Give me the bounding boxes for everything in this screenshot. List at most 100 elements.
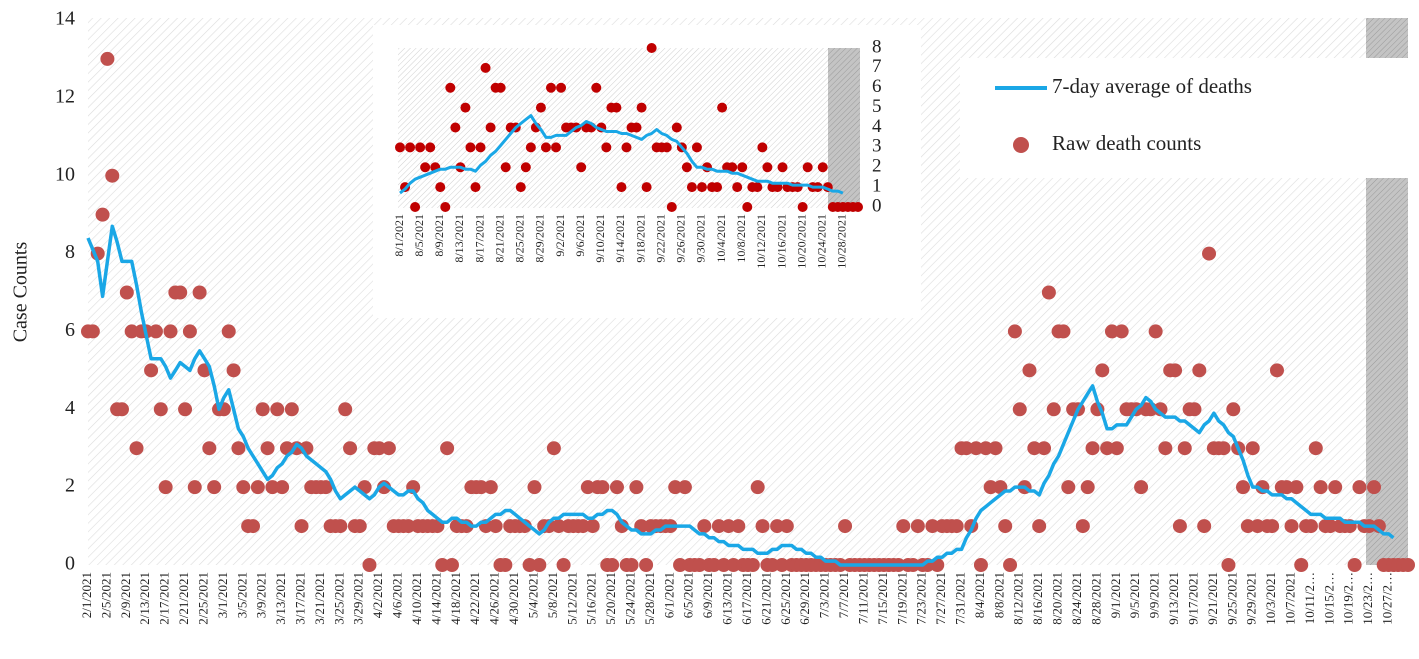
legend: 7-day average of deaths Raw death counts: [995, 74, 1252, 155]
raw-point: [998, 519, 1013, 534]
raw-point: [817, 162, 828, 173]
raw-point: [119, 285, 134, 300]
x-tick-label: 5/24/2021: [623, 572, 638, 625]
raw-point: [207, 480, 222, 495]
x-tick-label: 10/12/2021: [754, 214, 768, 269]
x-tick-label: 10/7/2021: [1283, 572, 1298, 625]
raw-point: [1022, 363, 1037, 378]
x-tick-label: 5/8/2021: [545, 572, 560, 618]
raw-point: [535, 102, 546, 113]
x-tick-label: 10/20/2021: [794, 214, 808, 269]
raw-point: [284, 402, 299, 417]
x-tick-label: 9/17/2021: [1185, 572, 1200, 625]
x-tick-label: 8/24/2021: [1069, 572, 1084, 625]
y-tick-label: 3: [872, 136, 882, 157]
x-tick-label: 10/24/2021: [815, 214, 829, 269]
raw-point: [1269, 363, 1284, 378]
x-tick-label: 5/16/2021: [584, 572, 599, 625]
x-tick-label: 3/29/2021: [351, 572, 366, 625]
x-tick-label: 8/28/2021: [1088, 572, 1103, 625]
raw-point: [377, 480, 392, 495]
raw-point: [1401, 558, 1415, 572]
raw-point: [333, 519, 348, 534]
y-tick-label: 8: [65, 241, 75, 263]
y-tick-label: 4: [872, 116, 882, 137]
raw-point: [853, 202, 863, 212]
raw-point: [522, 558, 537, 572]
raw-point: [1187, 402, 1202, 417]
raw-point: [1080, 480, 1095, 495]
x-tick-label: 9/14/2021: [613, 214, 627, 263]
x-tick-label: 3/17/2021: [293, 572, 308, 625]
raw-point: [1172, 519, 1187, 534]
raw-point: [192, 285, 207, 300]
raw-point: [420, 162, 431, 173]
x-tick-label: 8/5/2021: [412, 214, 426, 257]
raw-point: [983, 480, 998, 495]
x-tick-label: 2/9/2021: [118, 572, 133, 618]
raw-point: [1347, 558, 1362, 572]
y-tick-label: 8: [872, 36, 882, 57]
raw-point: [896, 519, 911, 534]
x-tick-label: 7/11/2021: [855, 572, 870, 624]
raw-point: [105, 168, 120, 183]
raw-point: [1109, 441, 1124, 456]
raw-point: [1095, 363, 1110, 378]
x-tick-label: 10/27/2…: [1380, 572, 1395, 625]
raw-point: [425, 142, 436, 153]
raw-point: [255, 402, 270, 417]
raw-point: [777, 162, 788, 173]
raw-point: [445, 82, 456, 93]
raw-point: [757, 142, 768, 153]
x-tick-label: 7/31/2021: [953, 572, 968, 625]
raw-point: [779, 519, 794, 534]
raw-point: [545, 82, 556, 93]
raw-point: [1216, 441, 1231, 456]
x-tick-label: 4/14/2021: [428, 572, 443, 625]
x-tick-label: 3/9/2021: [254, 572, 269, 618]
legend-box: [960, 58, 1408, 178]
raw-point: [1303, 519, 1318, 534]
x-tick-label: 9/29/2021: [1244, 572, 1259, 625]
raw-point: [1323, 519, 1338, 534]
raw-point: [585, 519, 600, 534]
raw-point: [959, 441, 974, 456]
x-tick-label: 8/8/2021: [991, 572, 1006, 618]
raw-point: [495, 82, 506, 93]
raw-point: [686, 182, 697, 193]
raw-point: [1371, 519, 1386, 534]
x-tick-label: 6/29/2021: [797, 572, 812, 625]
x-tick-label: 8/29/2021: [533, 214, 547, 263]
raw-point: [294, 519, 309, 534]
x-tick-label: 9/2/2021: [553, 214, 567, 257]
raw-point: [1056, 324, 1071, 339]
raw-point: [797, 202, 808, 212]
x-tick-label: 5/28/2021: [642, 572, 657, 625]
raw-point: [250, 480, 265, 495]
x-tick-label: 8/20/2021: [1050, 572, 1065, 625]
raw-point: [802, 162, 813, 173]
x-tick-label: 9/21/2021: [1205, 572, 1220, 625]
raw-point: [731, 519, 746, 534]
y-tick-label: 6: [65, 319, 75, 341]
raw-point: [1134, 480, 1149, 495]
x-tick-label: 6/17/2021: [739, 572, 754, 625]
legend-label: 7-day average of deaths: [1052, 74, 1252, 98]
x-tick-label: 10/3/2021: [1263, 572, 1278, 625]
raw-point: [173, 285, 188, 300]
raw-point: [712, 182, 723, 193]
raw-point: [696, 182, 707, 193]
legend-label: Raw death counts: [1052, 131, 1201, 155]
y-tick-label: 2: [65, 475, 75, 497]
x-tick-label: 4/2/2021: [370, 572, 385, 618]
x-tick-label: 3/5/2021: [234, 572, 249, 618]
x-tick-label: 5/12/2021: [564, 572, 579, 625]
raw-point: [629, 480, 644, 495]
x-tick-label: 8/21/2021: [492, 214, 506, 263]
raw-point: [182, 324, 197, 339]
x-tick-label: 5/20/2021: [603, 572, 618, 625]
x-tick-label: 4/6/2021: [390, 572, 405, 618]
raw-point: [343, 441, 358, 456]
raw-point: [770, 519, 785, 534]
